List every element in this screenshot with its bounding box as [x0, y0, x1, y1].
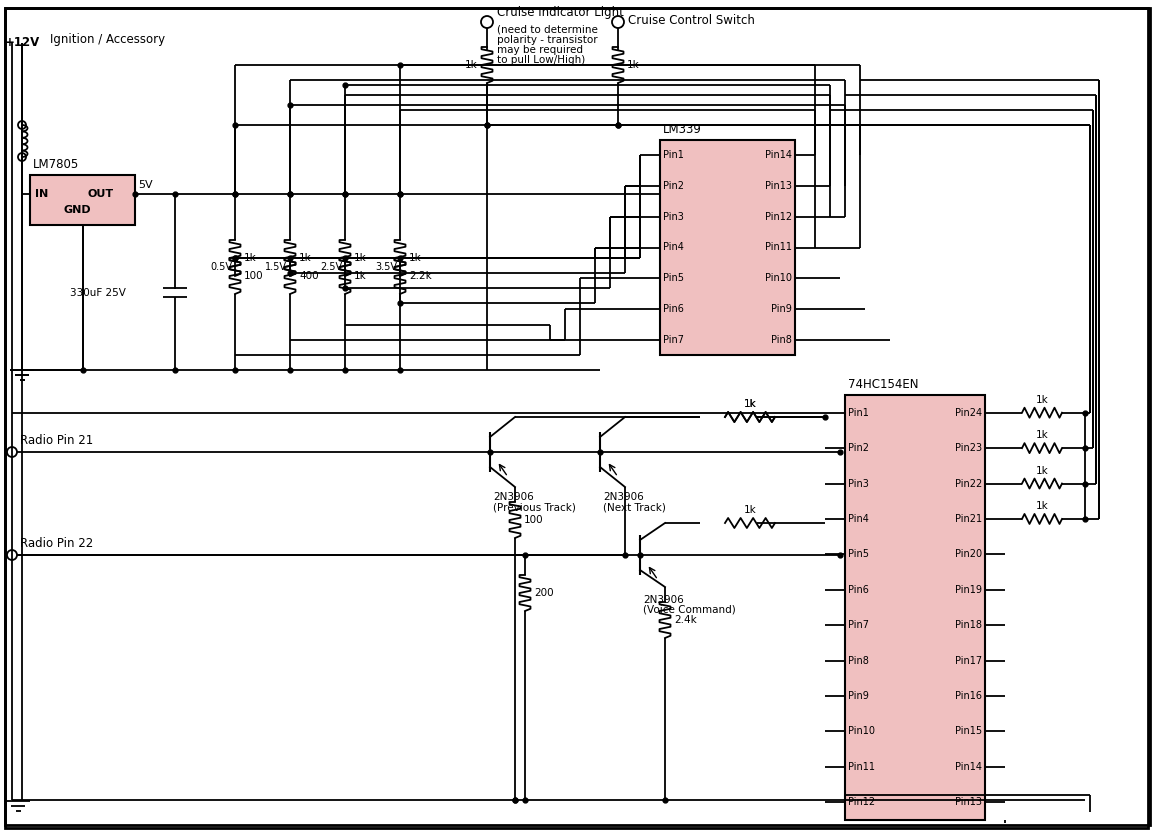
- Text: 1k: 1k: [1036, 466, 1049, 476]
- Text: Pin12: Pin12: [764, 212, 792, 222]
- Text: IN: IN: [35, 189, 49, 199]
- Text: 2N3906: 2N3906: [603, 492, 644, 502]
- Text: (Voice Command): (Voice Command): [643, 605, 735, 615]
- Text: Pin10: Pin10: [848, 726, 875, 736]
- Text: Pin10: Pin10: [764, 273, 792, 283]
- Text: Pin1: Pin1: [848, 407, 869, 417]
- Text: 1k: 1k: [409, 253, 422, 263]
- Text: Pin12: Pin12: [848, 797, 875, 807]
- Text: 1k: 1k: [1036, 501, 1049, 511]
- Text: 1k: 1k: [1036, 430, 1049, 440]
- Text: 1k: 1k: [465, 60, 478, 70]
- Text: OUT: OUT: [87, 189, 114, 199]
- Text: Pin13: Pin13: [955, 797, 983, 807]
- Text: Radio Pin 22: Radio Pin 22: [20, 537, 93, 550]
- Text: to pull Low/High): to pull Low/High): [496, 55, 586, 65]
- Text: Ignition / Accessory: Ignition / Accessory: [50, 33, 165, 47]
- Text: 0.5V: 0.5V: [210, 262, 232, 272]
- Text: Pin1: Pin1: [664, 151, 684, 161]
- Text: Pin3: Pin3: [848, 478, 869, 488]
- Text: Pin19: Pin19: [955, 585, 983, 595]
- Text: Pin4: Pin4: [664, 242, 684, 252]
- Text: Pin4: Pin4: [848, 514, 869, 524]
- Text: Cruise Indicator Light: Cruise Indicator Light: [496, 6, 624, 19]
- Text: 1.5V: 1.5V: [264, 262, 287, 272]
- Bar: [844, 395, 985, 820]
- Text: 1k: 1k: [354, 253, 367, 263]
- Text: (need to determine: (need to determine: [496, 25, 597, 35]
- Text: LM7805: LM7805: [32, 158, 79, 171]
- Text: Pin6: Pin6: [664, 304, 684, 314]
- Text: Pin2: Pin2: [664, 181, 684, 191]
- Text: +12V: +12V: [5, 37, 41, 49]
- Text: 1k: 1k: [354, 271, 367, 281]
- Text: may be required: may be required: [496, 45, 583, 55]
- Text: Pin23: Pin23: [955, 443, 983, 453]
- Text: 1k: 1k: [628, 60, 640, 70]
- Text: Radio Pin 21: Radio Pin 21: [20, 434, 93, 447]
- Text: 2N3906: 2N3906: [493, 492, 534, 502]
- Text: 2N3906: 2N3906: [643, 595, 683, 605]
- Text: 1k: 1k: [299, 253, 312, 263]
- Text: GND: GND: [64, 205, 92, 215]
- Text: LM339: LM339: [664, 123, 702, 136]
- Text: Pin21: Pin21: [955, 514, 983, 524]
- Text: Pin8: Pin8: [848, 656, 869, 666]
- Text: Pin18: Pin18: [955, 621, 983, 631]
- Text: 330uF 25V: 330uF 25V: [70, 287, 126, 297]
- Text: 100: 100: [244, 271, 263, 281]
- Text: (Previous Track): (Previous Track): [493, 502, 575, 512]
- Text: Pin24: Pin24: [955, 407, 983, 417]
- Text: 74HC154EN: 74HC154EN: [848, 378, 919, 391]
- Text: 1k: 1k: [1036, 395, 1049, 405]
- Text: Pin14: Pin14: [764, 151, 792, 161]
- Text: 2.4k: 2.4k: [674, 615, 697, 625]
- Text: Pin15: Pin15: [955, 726, 983, 736]
- Text: 1k: 1k: [244, 253, 256, 263]
- Text: Pin9: Pin9: [771, 304, 792, 314]
- Text: 200: 200: [534, 588, 553, 598]
- Text: Pin5: Pin5: [664, 273, 684, 283]
- Bar: [30, 175, 135, 225]
- Text: 5V: 5V: [138, 180, 153, 190]
- Text: Pin2: Pin2: [848, 443, 869, 453]
- Text: (Next Track): (Next Track): [603, 502, 666, 512]
- Text: Pin20: Pin20: [955, 550, 983, 560]
- Text: Pin11: Pin11: [848, 762, 875, 772]
- Text: Pin14: Pin14: [955, 762, 983, 772]
- Text: Pin16: Pin16: [955, 691, 983, 701]
- Text: 100: 100: [524, 515, 544, 525]
- Text: Pin8: Pin8: [771, 335, 792, 345]
- Text: 2.2k: 2.2k: [409, 271, 432, 281]
- Text: 1k: 1k: [744, 399, 756, 409]
- Text: 3.5V: 3.5V: [375, 262, 397, 272]
- Bar: [660, 140, 795, 355]
- Text: polarity - transistor: polarity - transistor: [496, 35, 597, 45]
- Text: 1k: 1k: [744, 505, 756, 515]
- Text: Pin9: Pin9: [848, 691, 869, 701]
- Text: Pin13: Pin13: [764, 181, 792, 191]
- Text: Cruise Control Switch: Cruise Control Switch: [628, 13, 755, 27]
- Text: Pin17: Pin17: [955, 656, 983, 666]
- Text: 400: 400: [299, 271, 319, 281]
- Text: Pin7: Pin7: [848, 621, 869, 631]
- Text: Pin5: Pin5: [848, 550, 869, 560]
- Text: Pin6: Pin6: [848, 585, 869, 595]
- Text: 1k: 1k: [744, 399, 756, 409]
- Text: Pin22: Pin22: [955, 478, 983, 488]
- Text: Pin7: Pin7: [664, 335, 684, 345]
- Text: Pin11: Pin11: [764, 242, 792, 252]
- Text: 2.5V: 2.5V: [320, 262, 342, 272]
- Text: Pin3: Pin3: [664, 212, 684, 222]
